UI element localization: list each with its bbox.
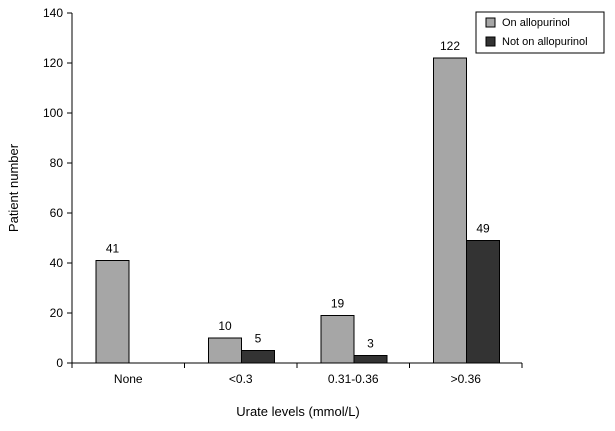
y-tick-label-100: 100	[43, 106, 63, 120]
bar-on-allopurinol-0-3	[208, 337, 242, 364]
data-label-on-allopurinol-0-31-0-36: 19	[331, 297, 345, 311]
y-tick-label-40: 40	[50, 256, 64, 270]
data-label-not-on-allopurinol-0-31-0-36: 3	[367, 337, 374, 351]
y-tick-label-140: 140	[43, 6, 63, 20]
data-label-on-allopurinol-0-36: 122	[440, 39, 460, 53]
x-axis-title: Urate levels (mmol/L)	[236, 404, 360, 419]
data-label-not-on-allopurinol-0-3: 5	[255, 332, 262, 346]
bar-on-allopurinol-none	[95, 260, 130, 364]
legend-box	[475, 11, 605, 54]
legend-swatch-on-allopurinol	[485, 17, 496, 28]
data-labels-layer: 41 10 5 19 3 122 49	[106, 39, 490, 351]
data-label-not-on-allopurinol-0-36: 49	[476, 222, 490, 236]
y-tick-label-120: 120	[43, 56, 63, 70]
x-tick-label-0-36: >0.36	[451, 372, 482, 386]
y-axis-title: Patient number	[6, 143, 21, 232]
legend-label-not-on-allopurinol: Not on allopurinol	[502, 36, 588, 48]
y-axis: 0 20 40 60 80 100 120 140	[43, 6, 73, 370]
x-tick-label-none: None	[114, 372, 143, 386]
x-tick-label-0-31-0-36: 0.31-0.36	[328, 372, 379, 386]
bar-not-on-allopurinol-0-31-0-36	[353, 355, 388, 364]
y-tick-label-60: 60	[50, 206, 64, 220]
bar-on-allopurinol-0-31-0-36	[320, 315, 355, 364]
bars-layer	[95, 57, 500, 364]
data-label-on-allopurinol-0-3: 10	[218, 319, 232, 333]
data-label-on-allopurinol-none: 41	[106, 242, 120, 256]
legend: On allopurinol Not on allopurinol	[475, 11, 605, 54]
legend-label-on-allopurinol: On allopurinol	[502, 17, 570, 29]
bar-not-on-allopurinol-0-36	[466, 240, 500, 364]
x-tick-label-0-3: <0.3	[229, 372, 253, 386]
y-tick-label-0: 0	[56, 356, 63, 370]
x-axis: None <0.3 0.31-0.36 >0.36	[71, 362, 523, 386]
bar-not-on-allopurinol-0-3	[241, 350, 275, 364]
y-tick-label-20: 20	[50, 306, 64, 320]
bar-on-allopurinol-0-36	[433, 57, 467, 364]
y-tick-label-80: 80	[50, 156, 64, 170]
legend-swatch-not-on-allopurinol	[485, 36, 496, 47]
